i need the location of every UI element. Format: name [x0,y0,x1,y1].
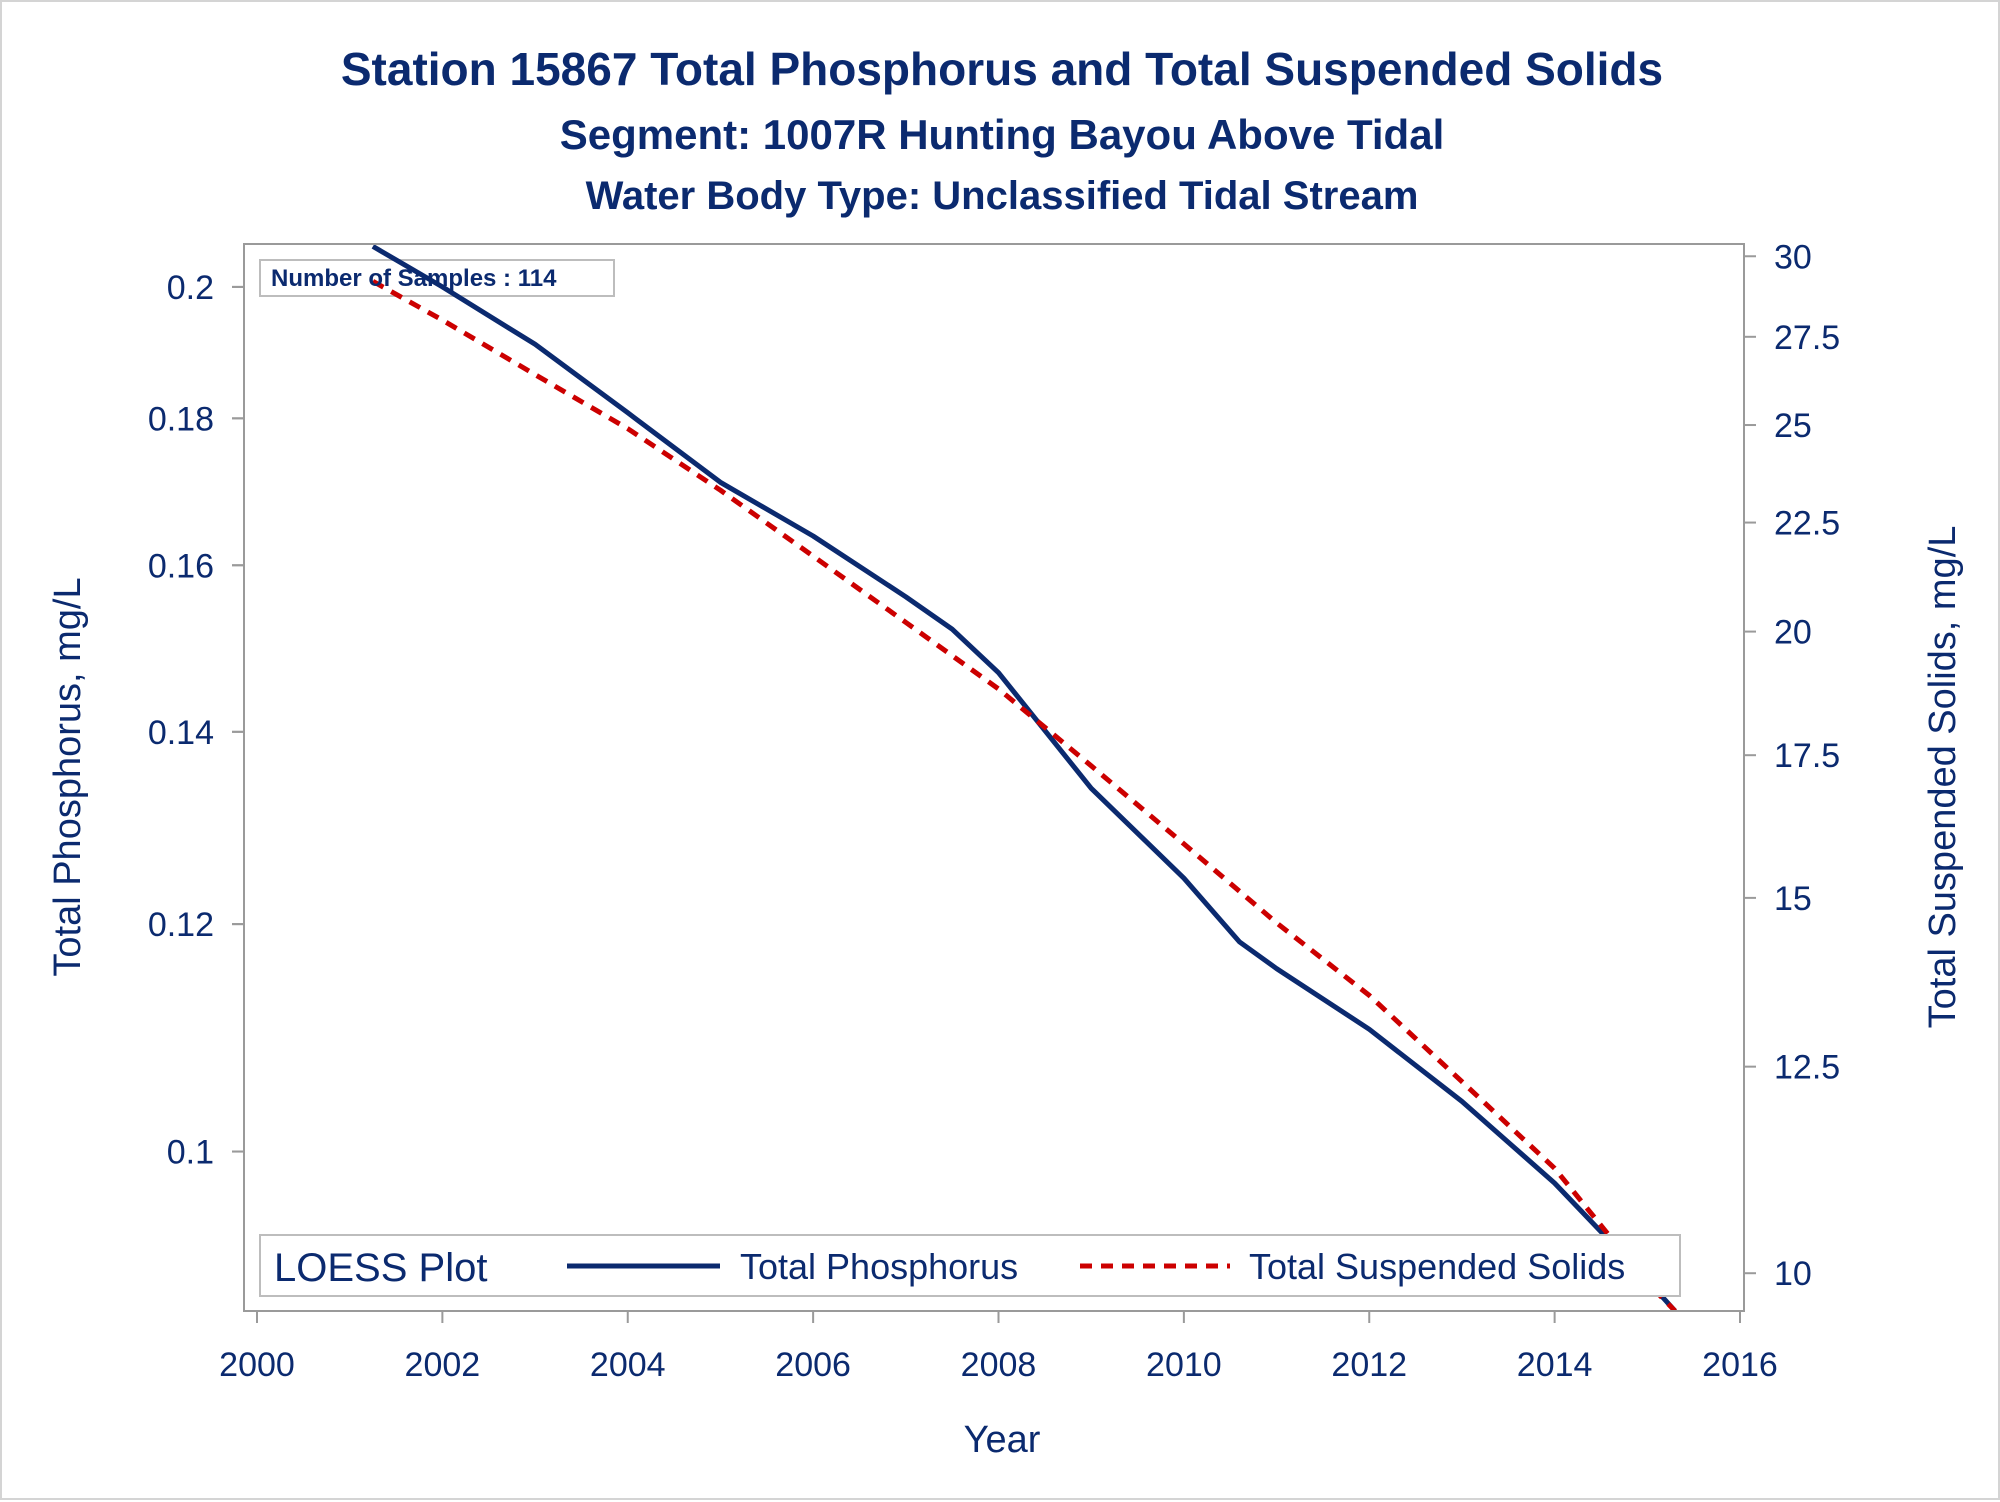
x-tick-label: 2004 [590,1346,666,1384]
y-right-tick-label: 17.5 [1774,737,1840,775]
y-left-tick-label: 0.2 [167,269,214,307]
x-tick-label: 2006 [775,1346,851,1384]
legend-label-total-phosphorus: Total Phosphorus [740,1246,1018,1287]
y-left-tick-label: 0.12 [148,906,214,944]
y-right-tick-label: 10 [1774,1255,1812,1293]
y-right-tick-label: 22.5 [1774,505,1840,543]
y-left-tick-label: 0.16 [148,547,214,585]
legend-title: LOESS Plot [274,1246,487,1290]
x-tick-label: 2016 [1702,1346,1778,1384]
y-left-tick-label: 0.18 [148,400,214,438]
y-left-tick-label: 0.1 [167,1134,214,1172]
y-right-tick-label: 20 [1774,614,1812,652]
series-line-total-phosphorus [371,245,1677,1310]
series-line-total-suspended-solids [371,279,1677,1310]
y-right-tick-label: 30 [1774,238,1812,276]
y-right-axis-label: Total Suspended Solids, mg/L [1922,526,1964,1029]
y-right-tick-label: 25 [1774,407,1812,445]
x-tick-label: 2010 [1146,1346,1222,1384]
sample-count-box [259,259,615,297]
chart-subtitle: Segment: 1007R Hunting Bayou Above Tidal [560,111,1444,158]
x-tick-label: 2012 [1331,1346,1407,1384]
legend-label-total-suspended-solids: Total Suspended Solids [1249,1246,1625,1287]
chart-title: Station 15867 Total Phosphorus and Total… [341,43,1663,95]
chart-subtitle-2: Water Body Type: Unclassified Tidal Stre… [586,174,1419,218]
y-right-tick-label: 12.5 [1774,1049,1840,1087]
y-left-axis-label: Total Phosphorus, mg/L [47,577,89,976]
y-right-tick-label: 27.5 [1774,319,1840,357]
plot-area [243,243,1745,1312]
y-right-tick-label: 15 [1774,880,1812,918]
x-tick-label: 2000 [219,1346,295,1384]
x-tick-label: 2002 [405,1346,481,1384]
y-left-tick-label: 0.14 [148,714,214,752]
legend [259,1234,1681,1297]
x-axis-label: Year [964,1419,1041,1461]
sample-count-label: Number of Samples : 114 [271,265,557,292]
x-tick-label: 2008 [961,1346,1037,1384]
x-tick-label: 2014 [1517,1346,1593,1384]
